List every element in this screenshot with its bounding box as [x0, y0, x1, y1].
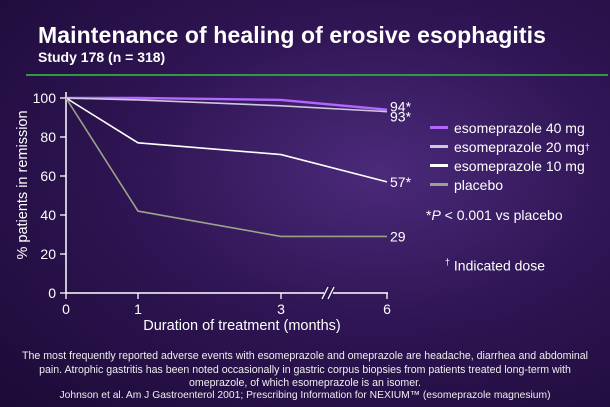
title-divider [26, 74, 608, 76]
series-end-label: 29 [390, 228, 406, 244]
series-line [65, 97, 387, 238]
legend-swatch [430, 183, 448, 186]
series-end-label: 93* [390, 109, 412, 125]
indicated-dose-note: † Indicated dose [445, 257, 545, 274]
x-tick-label: 6 [383, 301, 391, 317]
legend-swatch [430, 126, 448, 129]
x-tick-label: 1 [134, 301, 142, 317]
legend-item-esomeprazole-40: esomeprazole 40 mg [430, 118, 590, 137]
y-axis-title: % patients in remission [15, 110, 31, 259]
slide-title: Maintenance of healing of erosive esopha… [38, 22, 547, 48]
axis-break-icon [321, 286, 335, 300]
x-axis-title: Duration of treatment (months) [143, 318, 340, 334]
legend-label: esomeprazole 40 mg [454, 119, 585, 136]
adverse-events-footnote: The most frequently reported adverse eve… [22, 350, 588, 389]
legend-item-placebo: placebo [430, 175, 590, 194]
x-tick-label: 0 [62, 301, 70, 317]
legend-label: esomeprazole 20 mg [454, 138, 585, 155]
series-line [65, 97, 388, 113]
y-tick-label: 80 [40, 129, 56, 145]
significance-text: < 0.001 vs placebo [440, 207, 563, 223]
legend-item-esomeprazole-20: esomeprazole 20 mg † [430, 137, 590, 156]
dose-text: Indicated dose [450, 257, 545, 274]
asterisk-mark: * [426, 207, 432, 223]
dagger-mark: † [584, 141, 590, 152]
legend-item-esomeprazole-10: esomeprazole 10 mg [430, 156, 590, 175]
slide-subtitle: Study 178 (n = 318) [38, 49, 166, 65]
series-line [65, 97, 388, 183]
y-tick-label: 60 [40, 168, 56, 184]
reference-citation: Johnson et al. Am J Gastroenterol 2001; … [59, 390, 551, 401]
series-line [66, 96, 388, 111]
chart-legend: esomeprazole 40 mg esomeprazole 20 mg † e… [430, 118, 590, 194]
p-symbol: P [431, 207, 441, 223]
x-tick-label: 3 [277, 301, 285, 317]
legend-label: placebo [454, 176, 504, 193]
y-tick-label: 40 [40, 207, 56, 223]
legend-swatch [430, 145, 448, 148]
y-tick-label: 100 [33, 90, 57, 106]
y-tick-label: 0 [48, 285, 56, 301]
series-end-label: 57* [390, 174, 412, 190]
significance-note: *P < 0.001 vs placebo [426, 207, 563, 223]
dagger-mark: † [445, 257, 451, 267]
y-tick-label: 20 [40, 246, 56, 262]
series-end-label: 94* [390, 99, 412, 115]
legend-swatch [430, 164, 448, 167]
legend-label: esomeprazole 10 mg [454, 157, 585, 174]
